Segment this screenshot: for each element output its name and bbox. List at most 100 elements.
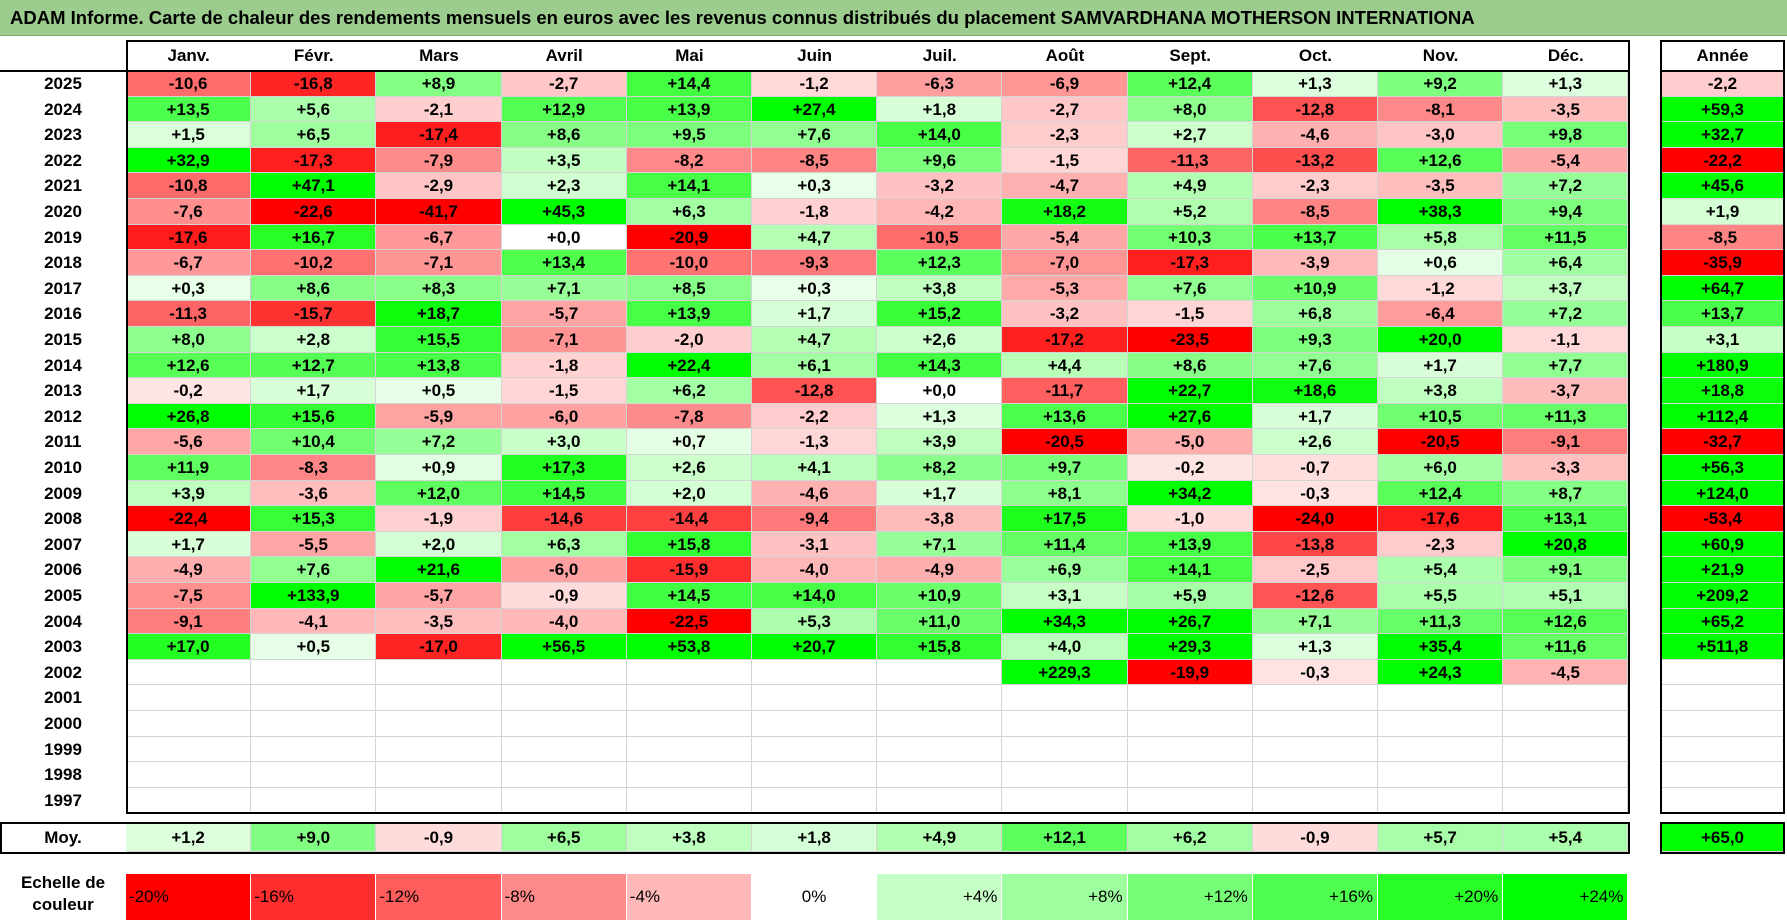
heatmap-cell: +38,3 (1378, 199, 1504, 225)
heatmap-cell: -10,0 (626, 250, 752, 276)
heatmap-cell (251, 762, 377, 788)
heatmap-cell: -2,3 (1002, 122, 1128, 148)
heatmap-cell: +0,3 (752, 275, 878, 302)
heatmap-cell (1127, 787, 1253, 814)
heatmap-cell: +9,2 (1378, 71, 1504, 97)
year-label: 2012 (44, 406, 82, 426)
heatmap-cell: +5,8 (1378, 224, 1504, 251)
average-cell: -0,9 (376, 824, 502, 853)
heatmap-cell: +2,6 (626, 455, 752, 481)
annual-cell: -32,7 (1660, 429, 1785, 455)
year-label: 2011 (44, 432, 82, 452)
column-header: Janv. (167, 46, 210, 65)
heatmap-cell (1252, 685, 1378, 711)
heatmap-cell (1252, 711, 1378, 737)
heatmap-cell: -1,2 (752, 71, 878, 97)
heatmap-cell: +13,5 (126, 96, 252, 123)
heatmap-cell (877, 736, 1003, 763)
heatmap-cell (251, 685, 377, 711)
year-label: 2018 (44, 253, 82, 273)
annual-cell: +1,9 (1660, 199, 1785, 225)
heatmap-cell: +12,4 (1127, 71, 1253, 97)
heatmap-cell: +7,2 (1503, 173, 1629, 199)
heatmap-cell: -4,1 (251, 608, 377, 635)
heatmap-cell: -6,0 (501, 557, 627, 583)
heatmap-cell: +1,3 (1252, 634, 1378, 660)
heatmap-cell: -24,0 (1252, 506, 1378, 532)
column-header: Avril (545, 46, 583, 65)
heatmap-cell: +8,9 (376, 71, 502, 97)
heatmap-cell (251, 736, 377, 763)
heatmap-cell: +10,3 (1127, 224, 1253, 251)
heatmap-cell: +27,6 (1127, 403, 1253, 430)
heatmap-cell: +7,1 (1252, 608, 1378, 635)
heatmap-cell: +7,7 (1503, 352, 1629, 379)
average-cell: +1,8 (752, 824, 878, 853)
heatmap-cell: -22,5 (626, 608, 752, 635)
annual-cell: +18,8 (1660, 378, 1785, 404)
heatmap-cell (251, 787, 377, 814)
heatmap-cell: +17,3 (501, 455, 627, 481)
heatmap-cell (752, 736, 878, 763)
heatmap-cell: -8,3 (251, 455, 377, 481)
heatmap-cell: +3,0 (501, 429, 627, 455)
heatmap-cell: +8,5 (626, 275, 752, 302)
heatmap-cell: +3,9 (877, 429, 1003, 455)
heatmap-cell: +10,5 (1378, 403, 1504, 430)
heatmap-cell: -7,6 (126, 199, 252, 225)
heatmap-cell: +6,8 (1252, 301, 1378, 327)
heatmap-cell: -12,8 (752, 378, 878, 404)
year-label: 2002 (44, 662, 82, 682)
column-header: Mars (419, 46, 459, 65)
heatmap-cell (1252, 787, 1378, 814)
heatmap-cell: -1,8 (501, 352, 627, 379)
heatmap-cell: -0,9 (501, 583, 627, 609)
heatmap-cell: +15,8 (877, 634, 1003, 660)
heatmap-cell (752, 711, 878, 737)
heatmap-cell: +8,0 (1127, 96, 1253, 123)
heatmap-cell (126, 711, 252, 737)
heatmap-cell: -5,7 (501, 301, 627, 327)
chart-title: ADAM Informe. Carte de chaleur des rende… (0, 0, 1787, 36)
heatmap-cell: +13,8 (376, 352, 502, 379)
average-cell: +6,2 (1127, 824, 1253, 853)
heatmap-cell: -3,0 (1378, 122, 1504, 148)
color-scale-swatch: 0% (752, 874, 878, 920)
heatmap-cell: +6,1 (752, 352, 878, 379)
year-label: 2024 (44, 99, 82, 119)
heatmap-cell: +7,6 (251, 557, 377, 583)
heatmap-cell (752, 762, 878, 788)
heatmap-cell: +3,1 (1002, 583, 1128, 609)
heatmap-cell: -3,2 (877, 173, 1003, 199)
column-header: Févr. (293, 46, 334, 65)
column-header: Mai (675, 46, 704, 65)
heatmap-cell (877, 659, 1003, 686)
heatmap-cell: +9,4 (1503, 199, 1629, 225)
heatmap-cell: -0,7 (1252, 455, 1378, 481)
heatmap-cell: +13,9 (626, 96, 752, 123)
heatmap-cell: +9,7 (1002, 455, 1128, 481)
heatmap-cell (1378, 787, 1504, 814)
heatmap-cell: +14,5 (501, 480, 627, 507)
heatmap-cell: +15,3 (251, 506, 377, 532)
heatmap-cell: +9,3 (1252, 327, 1378, 353)
heatmap-cell: -4,0 (752, 557, 878, 583)
heatmap-cell (1378, 711, 1504, 737)
heatmap-cell: -1,8 (752, 199, 878, 225)
heatmap-cell: -10,8 (126, 173, 252, 199)
heatmap-cell: +11,6 (1503, 634, 1629, 660)
heatmap-cell (126, 762, 252, 788)
year-label: 1998 (44, 765, 82, 785)
heatmap-cell: +1,7 (1378, 352, 1504, 379)
heatmap-cell: -11,3 (126, 301, 252, 327)
heatmap-cell: +13,9 (1127, 531, 1253, 558)
annual-cell: +511,8 (1660, 634, 1785, 660)
heatmap-cell (1002, 787, 1128, 814)
heatmap-cell: +2,8 (251, 327, 377, 353)
heatmap-cell: +9,5 (626, 122, 752, 148)
heatmap-cell (1252, 762, 1378, 788)
heatmap-cell: -7,8 (626, 403, 752, 430)
heatmap-cell: +2,3 (501, 173, 627, 199)
heatmap-cell: +56,5 (501, 634, 627, 660)
heatmap-cell: +5,4 (1378, 557, 1504, 583)
